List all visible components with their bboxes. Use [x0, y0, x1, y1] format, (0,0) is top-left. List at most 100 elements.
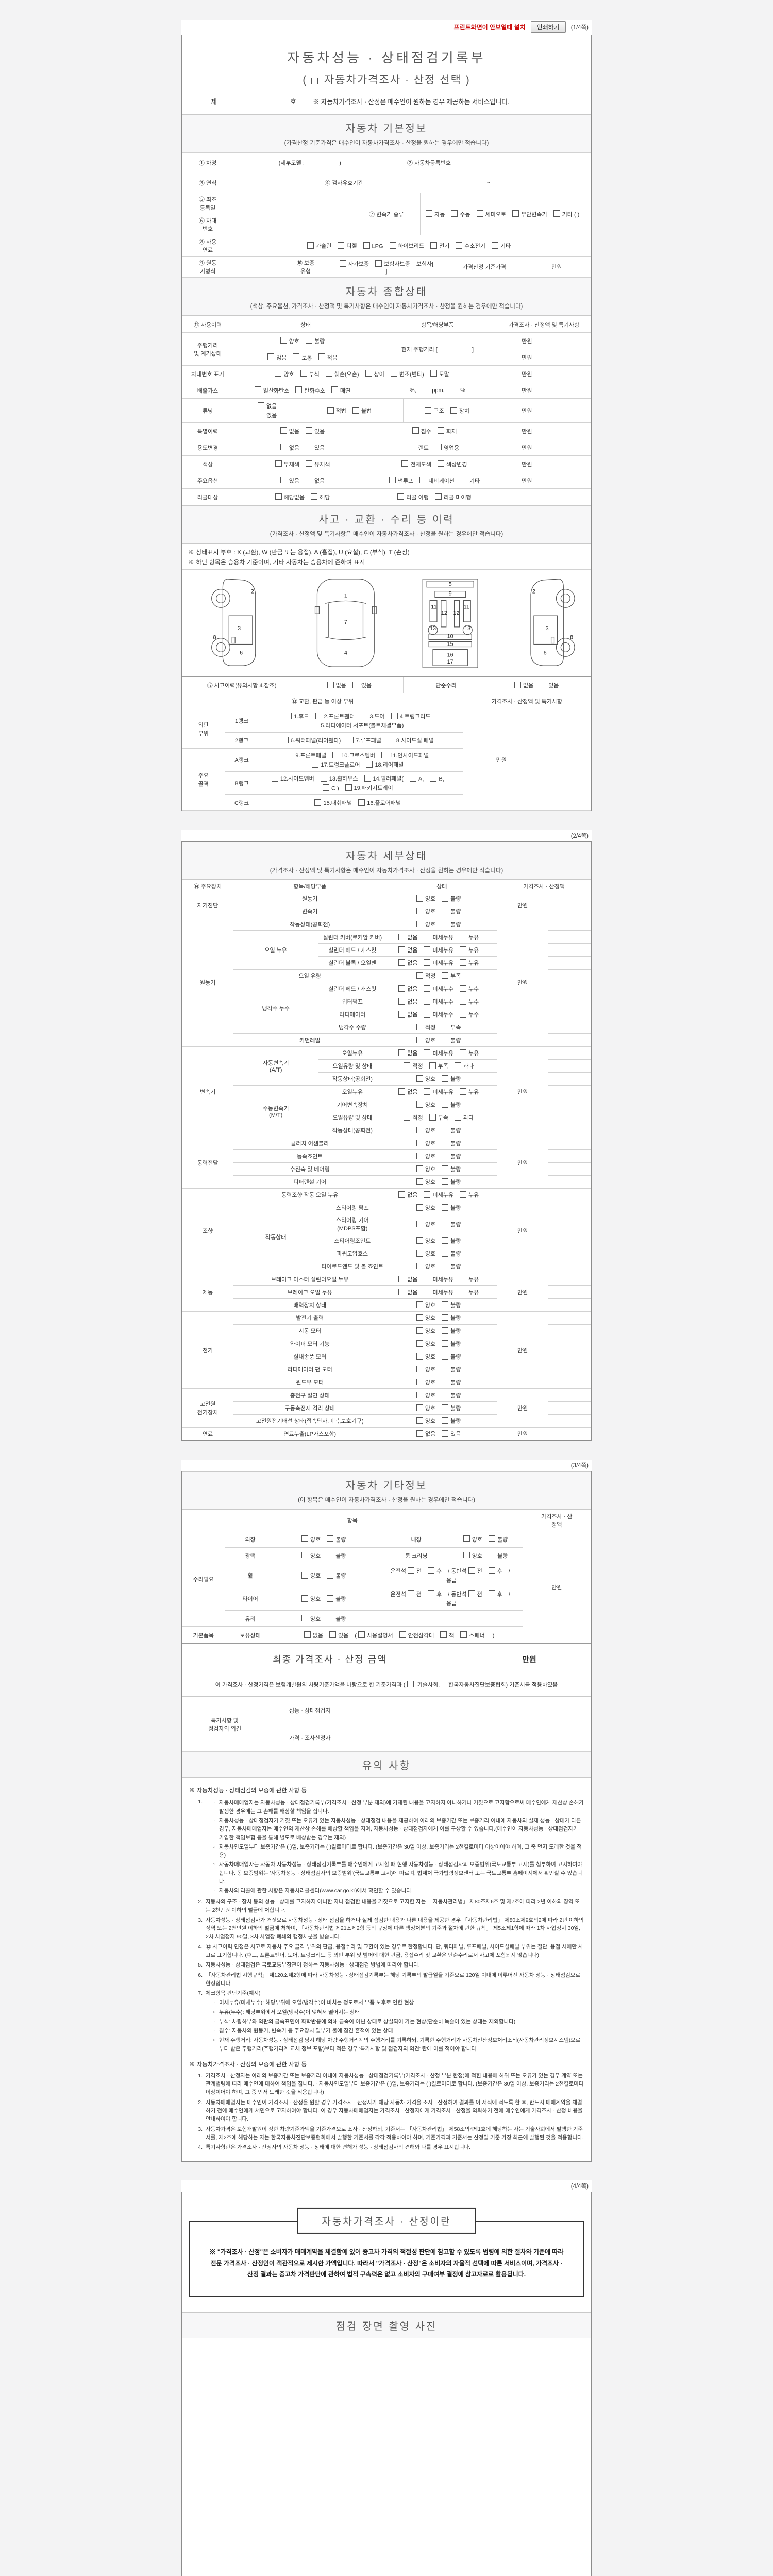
checkbox[interactable] — [442, 972, 449, 979]
checkbox[interactable] — [454, 1113, 461, 1121]
checkbox[interactable] — [267, 353, 275, 360]
checkbox[interactable] — [416, 1417, 423, 1424]
checkbox-option[interactable]: 무단변속기 — [512, 210, 547, 218]
checkbox[interactable] — [424, 1288, 431, 1295]
checkbox-option[interactable]: 있음 — [442, 1430, 461, 1438]
checkbox[interactable] — [488, 1567, 495, 1574]
checkbox[interactable] — [304, 1631, 311, 1638]
checkbox-option[interactable]: 무채색 — [275, 460, 299, 468]
checkbox[interactable] — [409, 774, 416, 782]
checkbox[interactable] — [332, 751, 340, 758]
checkbox-option[interactable]: 양호 — [416, 1100, 435, 1109]
checkbox-option[interactable]: 도말 — [430, 370, 449, 378]
checkbox-option[interactable]: 6.쿼터패널(리어휀다) — [281, 736, 341, 744]
checkbox[interactable] — [389, 242, 396, 249]
checkbox[interactable] — [424, 946, 431, 953]
checkbox-option[interactable]: 9.프론트패널 — [287, 751, 326, 759]
checkbox[interactable] — [381, 751, 389, 758]
checkbox-option[interactable]: 있음 — [237, 411, 298, 419]
checkbox[interactable] — [398, 1088, 406, 1095]
checkbox[interactable] — [489, 1535, 496, 1543]
checkbox[interactable] — [416, 1036, 423, 1043]
checkbox-option[interactable]: B, — [430, 774, 444, 782]
checkbox[interactable] — [437, 460, 444, 467]
checkbox[interactable] — [437, 427, 444, 434]
print-button[interactable]: 인쇄하기 — [530, 21, 566, 33]
checkbox-option[interactable]: 누수 — [459, 985, 479, 993]
checkbox-option[interactable]: 양호 — [301, 1615, 321, 1623]
checkbox-option[interactable]: 누유 — [459, 946, 479, 954]
checkbox-option[interactable]: 부족 — [442, 1023, 461, 1031]
checkbox[interactable] — [280, 427, 287, 434]
checkbox-option[interactable]: 미세누유 — [424, 1275, 453, 1283]
checkbox-option[interactable]: 양호 — [416, 1178, 435, 1186]
checkbox-option[interactable]: 해당없음 — [275, 493, 305, 501]
checkbox-option[interactable]: 누유 — [459, 1288, 479, 1296]
checkbox-option[interactable]: 2.프론트휀더 — [315, 712, 355, 720]
checkbox-option[interactable]: 잭 — [440, 1631, 454, 1639]
checkbox-option[interactable]: 불법 — [352, 406, 372, 415]
checkbox-option[interactable]: 있음 — [305, 427, 325, 435]
checkbox-option[interactable]: 불량 — [327, 1552, 346, 1560]
checkbox-option[interactable]: 부족 — [442, 972, 461, 980]
checkbox[interactable] — [459, 959, 466, 966]
checkbox[interactable] — [322, 784, 329, 791]
checkbox-option[interactable]: 후 — [488, 1567, 502, 1575]
checkbox-option[interactable]: 미세누수 — [424, 1010, 453, 1019]
checkbox-option[interactable]: 없음 — [304, 1631, 323, 1639]
checkbox-option[interactable]: 보통 — [293, 353, 312, 362]
checkbox-option[interactable]: 양호 — [416, 1262, 435, 1270]
checkbox[interactable] — [442, 1139, 449, 1146]
checkbox[interactable] — [398, 997, 406, 1005]
checkbox-option[interactable]: 양호 — [416, 1378, 435, 1386]
checkbox-option[interactable]: 양호 — [463, 1535, 482, 1544]
checkbox-option[interactable]: 불량 — [442, 1220, 461, 1228]
checkbox-option[interactable]: 네비게이션 — [419, 477, 455, 485]
checkbox-option[interactable]: 적정 — [416, 972, 435, 980]
checkbox[interactable] — [442, 1126, 449, 1133]
checkbox[interactable] — [327, 1552, 334, 1559]
checkbox[interactable] — [442, 1365, 449, 1372]
checkbox[interactable] — [426, 210, 433, 217]
checkbox[interactable] — [258, 402, 265, 409]
checkbox-option[interactable]: 불량 — [327, 1595, 346, 1603]
checkbox-option[interactable]: 미세누유 — [424, 933, 453, 941]
checkbox-option[interactable]: 과다 — [454, 1113, 474, 1122]
checkbox-option[interactable]: 보험사보증 — [375, 260, 410, 268]
checkbox-option[interactable]: 양호 — [463, 1552, 482, 1560]
checkbox[interactable] — [338, 242, 345, 249]
checkbox-option[interactable]: 19.패키지트레이 — [345, 784, 393, 792]
checkbox[interactable] — [312, 721, 319, 728]
checkbox[interactable] — [301, 1535, 309, 1543]
checkbox-option[interactable]: 없음 — [398, 933, 417, 941]
checkbox[interactable] — [424, 933, 431, 940]
checkbox[interactable] — [345, 784, 352, 791]
checkbox-option[interactable]: 불량 — [442, 1036, 461, 1044]
checkbox[interactable] — [398, 1049, 406, 1056]
checkbox[interactable] — [416, 907, 423, 914]
checkbox[interactable] — [305, 460, 312, 467]
checkbox-option[interactable]: 영업용 — [434, 444, 459, 452]
checkbox[interactable] — [459, 1088, 466, 1095]
checkbox[interactable] — [416, 920, 423, 927]
checkbox[interactable] — [416, 1430, 423, 1437]
checkbox-option[interactable]: 누유 — [459, 1191, 479, 1199]
checkbox-option[interactable]: 불량 — [442, 1417, 461, 1425]
checkbox-option[interactable]: 세미오토 — [476, 210, 506, 218]
checkbox[interactable] — [416, 1204, 423, 1211]
checkbox-option[interactable]: 기타 — [460, 477, 480, 485]
checkbox-option[interactable]: 7.루프패널 — [347, 736, 381, 744]
checkbox-option[interactable]: 불량 — [327, 1571, 346, 1580]
checkbox-option[interactable]: 전 — [468, 1590, 482, 1598]
checkbox-option[interactable]: 불량 — [442, 1378, 461, 1386]
checkbox[interactable] — [442, 1036, 449, 1043]
checkbox[interactable] — [456, 242, 463, 249]
checkbox-option[interactable]: 적정 — [416, 1023, 435, 1031]
checkbox-option[interactable]: 양호 — [416, 1165, 435, 1173]
checkbox[interactable] — [459, 1275, 466, 1282]
checkbox[interactable] — [459, 1010, 466, 1018]
checkbox-option[interactable]: 양호 — [416, 894, 435, 903]
checkbox[interactable] — [300, 370, 307, 377]
checkbox-option[interactable]: 누유 — [459, 933, 479, 941]
checkbox-option[interactable]: 3.도어 — [361, 712, 385, 720]
